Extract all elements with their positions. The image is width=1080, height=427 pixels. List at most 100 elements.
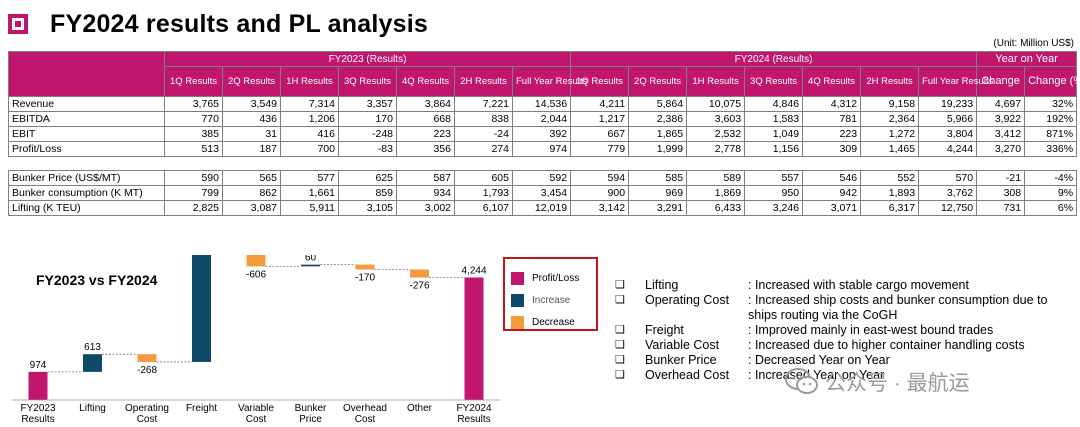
table-cell: 416 [280, 126, 339, 142]
table-cell: 14,536 [511, 96, 572, 112]
legend-item-increase: Increase [511, 289, 590, 311]
row-label: Bunker consumption (K MT) [8, 185, 165, 201]
table-cell: 781 [802, 111, 862, 127]
table-cell: 32% [1024, 96, 1078, 112]
table-cell: 356 [396, 141, 455, 157]
table-cell: 1,156 [744, 141, 804, 157]
table-row: Lifting (K TEU) 2,825 3,087 5,911 3,105 3,002… [8, 200, 1078, 216]
table-cell: 3,412 [976, 126, 1026, 142]
table-cell: 577 [280, 170, 339, 186]
table-cell: 1,206 [280, 111, 339, 127]
checkbox-bullet-icon: ❑ [615, 294, 625, 306]
bar-5 [301, 264, 320, 267]
note-desc: : Decreased Year on Year [748, 353, 890, 367]
column-header: 4Q Results [396, 66, 455, 97]
category-label: Price [299, 414, 322, 425]
table-cell: 308 [976, 185, 1026, 201]
watermark: 公众号 · 最航运 [785, 367, 970, 397]
table-cell: 7,221 [454, 96, 513, 112]
table-cell: -83 [338, 141, 397, 157]
table-cell: 3,246 [744, 200, 804, 216]
table-cell: 799 [164, 185, 223, 201]
note-name: Freight [645, 323, 684, 337]
note-name: Bunker Price [645, 353, 717, 367]
category-label: FY2024 [456, 403, 491, 414]
bar-8 [464, 277, 484, 400]
data-label: -170 [355, 273, 375, 284]
table-cell: 4,697 [976, 96, 1026, 112]
pl-table: FY2023 (Results) FY2024 (Results) Year o… [8, 51, 1080, 216]
table-cell: 605 [454, 170, 513, 186]
table-cell: 974 [511, 141, 572, 157]
row-label: Revenue [8, 96, 165, 112]
table-cell: 31 [222, 126, 281, 142]
column-header: Full Year Results [511, 66, 587, 97]
table-cell: 3,603 [686, 111, 746, 127]
note-desc: : Increased ship costs and bunker consum… [748, 293, 1048, 322]
table-cell: 2,044 [511, 111, 572, 127]
table-cell: 6,107 [454, 200, 513, 216]
table-cell: 4,211 [570, 96, 630, 112]
table-cell: 862 [222, 185, 281, 201]
table-cell: 3,804 [918, 126, 978, 142]
table-cell: 6,317 [860, 200, 920, 216]
category-label: Operating [125, 403, 169, 414]
category-label: Other [407, 403, 433, 414]
table-cell: 436 [222, 111, 281, 127]
table-cell: 19,233 [918, 96, 978, 112]
table-row: Bunker consumption (K MT) 799 862 1,661 859 9… [8, 185, 1078, 201]
chart-title: FY2023 vs FY2024 [36, 272, 158, 288]
table-cell: 3,270 [976, 141, 1026, 157]
table-cell: 1,272 [860, 126, 920, 142]
checkbox-bullet-icon: ❑ [615, 279, 625, 291]
table-cell: 1,465 [860, 141, 920, 157]
table-cell: 969 [628, 185, 688, 201]
note-name: Overhead Cost [645, 368, 730, 382]
table-cell: 1,583 [744, 111, 804, 127]
chart-legend: Profit/Loss Increase Decrease [503, 257, 598, 331]
note-item: ❑ Lifting: Increased with stable cargo mo… [615, 278, 1075, 293]
table-cell: 4,244 [918, 141, 978, 157]
bar-3 [192, 248, 211, 362]
group-header-fy2024: FY2024 (Results) [570, 51, 978, 67]
table-cell: 1,049 [744, 126, 804, 142]
bar-2 [137, 354, 157, 362]
column-header: 1H Results [686, 66, 746, 97]
table-cell: 187 [222, 141, 281, 157]
table-cell: 223 [802, 126, 862, 142]
table-cell: 3,291 [628, 200, 688, 216]
data-label: -276 [409, 281, 429, 292]
table-cell: 4,312 [802, 96, 862, 112]
bar-1 [83, 354, 102, 372]
row-label: Profit/Loss [8, 141, 165, 157]
table-cell: 1,999 [628, 141, 688, 157]
column-header: 1H Results [280, 66, 339, 97]
table-cell: 667 [570, 126, 630, 142]
table-cell: 513 [164, 141, 223, 157]
table-cell: 838 [454, 111, 513, 127]
table-cell: 900 [570, 185, 630, 201]
title-bar: FY2024 results and PL analysis [8, 6, 428, 42]
column-header: 2H Results [454, 66, 513, 97]
header-blank [8, 51, 165, 97]
unit-note: (Unit: Million US$) [993, 38, 1074, 49]
table-cell: 552 [860, 170, 920, 186]
table-cell: 5,911 [280, 200, 339, 216]
column-header: 3Q Results [744, 66, 804, 97]
page-title: FY2024 results and PL analysis [50, 9, 428, 38]
note-item: ❑ Variable Cost: Increased due to higher … [615, 338, 1075, 353]
column-header: 2H Results [860, 66, 920, 97]
bar-4 [246, 248, 266, 267]
table-cell: 594 [570, 170, 630, 186]
column-header: 1Q Results [570, 66, 630, 97]
table-cell: 3,864 [396, 96, 455, 112]
table-cell: 2,532 [686, 126, 746, 142]
data-label: 4,244 [461, 266, 486, 277]
column-header: Full Year Results [918, 66, 993, 97]
category-label: Variable [238, 403, 274, 414]
table-cell: 223 [396, 126, 455, 142]
table-cell: 9,158 [860, 96, 920, 112]
table-cell: 7,314 [280, 96, 339, 112]
table-cell: 2,778 [686, 141, 746, 157]
category-label: Results [457, 414, 490, 425]
